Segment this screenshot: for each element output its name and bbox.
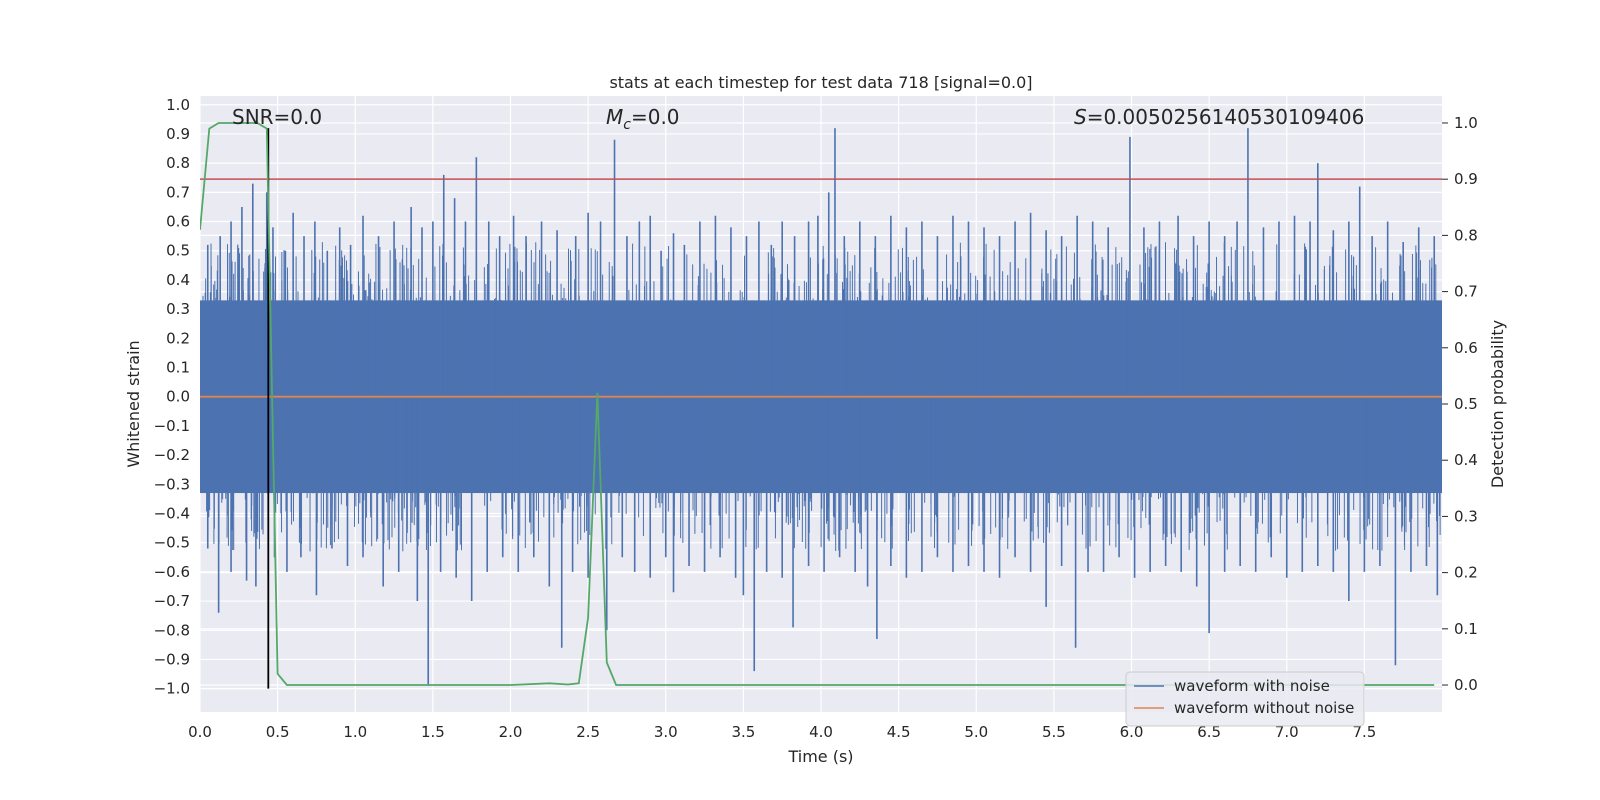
y-tick-label: −0.6 bbox=[154, 563, 190, 581]
x-tick-label: 7.5 bbox=[1352, 723, 1376, 741]
y2-tick-label: 0.9 bbox=[1454, 170, 1478, 188]
y-tick-label: −0.9 bbox=[154, 650, 190, 668]
y2-tick-label: 0.0 bbox=[1454, 676, 1478, 694]
chirp-mass-annotation: Mc=0.0 bbox=[606, 105, 680, 133]
y2-tick-label: 0.8 bbox=[1454, 226, 1478, 244]
y-tick-label: 0.2 bbox=[166, 329, 190, 347]
chirp-mass-symbol: M bbox=[606, 105, 623, 129]
y2-tick-label: 0.1 bbox=[1454, 620, 1478, 638]
y-tick-label: −0.4 bbox=[154, 504, 190, 522]
legend-label-clean: waveform without noise bbox=[1174, 699, 1354, 717]
y2-tick-label: 0.7 bbox=[1454, 283, 1478, 301]
y2-tick-label: 0.2 bbox=[1454, 564, 1478, 582]
y-tick-label: −0.3 bbox=[154, 475, 190, 493]
y-tick-label: 0.1 bbox=[166, 359, 190, 377]
y2-axis-label: Detection probability bbox=[1488, 320, 1507, 488]
y-tick-label: −0.2 bbox=[154, 446, 190, 464]
legend-label-noise: waveform with noise bbox=[1174, 677, 1330, 695]
significance-annotation: S=0.0050256140530109406 bbox=[1074, 105, 1364, 129]
y-axis-label: Whitened strain bbox=[124, 340, 143, 467]
y-tick-label: 0.9 bbox=[166, 125, 190, 143]
x-tick-label: 2.0 bbox=[499, 723, 523, 741]
x-tick-label: 3.0 bbox=[654, 723, 678, 741]
snr-annotation: SNR=0.0 bbox=[232, 105, 322, 129]
y-tick-label: −0.1 bbox=[154, 417, 190, 435]
x-tick-label: 1.0 bbox=[343, 723, 367, 741]
x-tick-label: 3.5 bbox=[731, 723, 755, 741]
legend-box bbox=[1125, 671, 1365, 727]
x-tick-label: 0.5 bbox=[266, 723, 290, 741]
left-axis: 1.0 0.9 0.8 0.7 0.6 0.5 0.4 0.3 0.2 0.1 0.0 −0.1 −0.… bbox=[154, 96, 190, 698]
x-tick-label: 1.5 bbox=[421, 723, 445, 741]
x-tick-label: 7.0 bbox=[1275, 723, 1299, 741]
y-tick-label: 0.5 bbox=[166, 242, 190, 260]
x-tick-label: 0.0 bbox=[188, 723, 212, 741]
significance-value: =0.0050256140530109406 bbox=[1087, 105, 1365, 129]
y-tick-label: 1.0 bbox=[166, 96, 190, 114]
x-axis-label: Time (s) bbox=[787, 747, 853, 766]
plot-area bbox=[200, 122, 1442, 689]
chart-title: stats at each timestep for test data 718… bbox=[609, 73, 1032, 92]
y-tick-label: −0.7 bbox=[154, 592, 190, 610]
bottom-axis: 0.0 0.5 1.0 1.5 2.0 2.5 3.0 3.5 4.0 4.5 5.0 5.5 6.0 6… bbox=[188, 723, 1376, 741]
y-tick-label: 0.4 bbox=[166, 271, 190, 289]
detection-probability-line bbox=[200, 122, 1435, 686]
y2-tick-label: 0.3 bbox=[1454, 507, 1478, 525]
y2-tick-label: 0.4 bbox=[1454, 451, 1478, 469]
y-tick-label: 0.6 bbox=[166, 213, 190, 231]
right-axis: 1.0 0.9 0.8 0.7 0.6 0.5 0.4 0.3 0.2 0.1 0.0 bbox=[1442, 114, 1478, 694]
y-tick-label: 0.8 bbox=[166, 154, 190, 172]
y-tick-label: 0.0 bbox=[166, 388, 190, 406]
x-tick-label: 6.5 bbox=[1197, 723, 1221, 741]
legend: waveform with noise waveform without noi… bbox=[1125, 671, 1365, 727]
y-tick-label: −1.0 bbox=[154, 680, 190, 698]
y-tick-label: 0.7 bbox=[166, 183, 190, 201]
y2-tick-label: 0.6 bbox=[1454, 339, 1478, 357]
y-tick-label: −0.5 bbox=[154, 534, 190, 552]
chirp-mass-subscript: c bbox=[623, 117, 631, 133]
y2-tick-label: 1.0 bbox=[1454, 114, 1478, 132]
significance-symbol: S bbox=[1074, 105, 1087, 129]
y2-tick-label: 0.5 bbox=[1454, 395, 1478, 413]
y-tick-label: 0.3 bbox=[166, 300, 190, 318]
y-tick-label: −0.8 bbox=[154, 621, 190, 639]
x-tick-label: 4.5 bbox=[887, 723, 911, 741]
x-tick-label: 5.0 bbox=[964, 723, 988, 741]
x-tick-label: 5.5 bbox=[1042, 723, 1066, 741]
x-tick-label: 6.0 bbox=[1120, 723, 1144, 741]
x-tick-label: 4.0 bbox=[809, 723, 833, 741]
x-tick-label: 2.5 bbox=[576, 723, 600, 741]
chirp-mass-value: =0.0 bbox=[631, 105, 680, 129]
